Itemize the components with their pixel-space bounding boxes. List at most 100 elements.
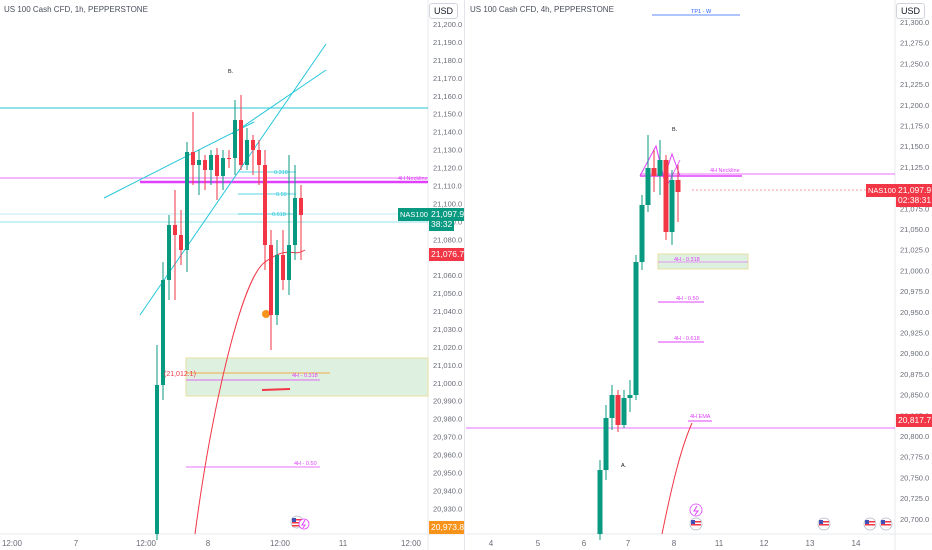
candle-body [245, 140, 249, 165]
chart-panel-4h[interactable]: US 100 Cash CFD, 4h, PEPPERSTONE USD 21,… [466, 0, 932, 550]
currency-button[interactable]: USD [896, 3, 926, 19]
price-tick-label: 21,250.0 [900, 59, 929, 68]
candle-body [161, 280, 165, 385]
candle-body [639, 205, 645, 262]
candle-body [287, 245, 291, 280]
candle-body [155, 385, 159, 534]
demand-zone [185, 357, 429, 397]
ema-price-tag: 21,076.7 [429, 248, 465, 261]
candle-body [621, 398, 627, 425]
lightning-icon[interactable] [298, 518, 310, 530]
price-tick-label: 20,750.0 [900, 473, 929, 482]
label-fib-half: 4H - 0.50 [294, 461, 317, 467]
flag-us-icon[interactable] [863, 517, 877, 531]
price-tick-label: 21,150.0 [900, 142, 929, 151]
price-tick-label: 21,150.0 [433, 110, 462, 119]
candle-body [167, 225, 171, 280]
label-fib-50: 0.50 [276, 192, 287, 198]
price-tick-label: 21,020.0 [433, 343, 462, 352]
price-tick-label: 21,130.0 [433, 146, 462, 155]
ema-curve [661, 422, 693, 535]
lightning-icon[interactable] [689, 503, 703, 517]
price-axis: 21,300.0 21,275.0 21,250.0 21,225.0 21,200.0… [900, 18, 929, 524]
label-b: B. [672, 127, 678, 133]
flag-us-icon[interactable] [879, 517, 893, 531]
label-b: B. [228, 69, 234, 75]
price-tick-label: 21,300.0 [900, 18, 929, 27]
candle-body [293, 198, 297, 245]
price-tick-label: 21,175.0 [900, 122, 929, 131]
price-tick-label: 20,980.0 [433, 415, 462, 424]
price-tick-label: 20,940.0 [433, 486, 462, 495]
candle-body [215, 155, 219, 176]
time-axis: 12:00 7 12:00 8 12:00 11 12:00 [2, 539, 422, 548]
price-tick-label: 20,875.0 [900, 370, 929, 379]
chart-panel-1h[interactable]: US 100 Cash CFD, 1h, PEPPERSTONE USD 21,… [0, 0, 465, 550]
last-price-tag: 21,097.9 [429, 208, 465, 221]
price-tick-label: 20,700.0 [900, 515, 929, 524]
price-tick-label: 20,900.0 [900, 349, 929, 358]
candle-body [197, 160, 201, 165]
symbol-title: US 100 Cash CFD, 4h, PEPPERSTONE [470, 5, 614, 14]
symbol-title: US 100 Cash CFD, 1h, PEPPERSTONE [4, 5, 148, 14]
price-tick-label: 21,025.0 [900, 246, 929, 255]
label-tp: TP1 - W [691, 9, 712, 15]
price-tick-label: 21,100.0 [433, 199, 462, 208]
countdown-tag: 38:32 [429, 218, 455, 231]
label-neckline: 4H Neckline [398, 176, 428, 182]
price-tick-label: 21,200.0 [900, 101, 929, 110]
candle-body [227, 158, 231, 159]
time-axis: 4 5 6 7 8 11 12 13 14 [489, 539, 861, 548]
chart-canvas-4h[interactable]: 21,300.0 21,275.0 21,250.0 21,225.0 21,200.0… [466, 0, 932, 550]
time-tick-label: 12:00 [136, 539, 157, 548]
time-tick-label: 6 [582, 539, 587, 548]
label-fib-318: 0.318 [274, 170, 288, 176]
time-tick-label: 12 [760, 539, 769, 548]
flag-us-icon[interactable] [817, 517, 831, 531]
candles-1h [155, 95, 303, 540]
price-tick-label: 21,120.0 [433, 164, 462, 173]
price-tick-label: 21,160.0 [433, 92, 462, 101]
label-fib-50: 4H - 0.50 [676, 296, 699, 302]
chart-canvas-1h[interactable]: 21,200.0 21,190.0 21,180.0 21,170.0 21,160.0… [0, 0, 464, 550]
price-tick-label: 21,125.0 [900, 163, 929, 172]
price-tick-label: 21,050.0 [900, 225, 929, 234]
candle-body [203, 160, 207, 170]
flag-us-icon[interactable] [689, 517, 703, 531]
candle-body [209, 155, 213, 170]
candle-body [645, 168, 651, 205]
candle-body [251, 140, 255, 150]
price-tick-label: 21,140.0 [433, 128, 462, 137]
candle-body [173, 225, 177, 235]
countdown-tag: 02:38:31 [896, 194, 932, 207]
price-tick-label: 21,190.0 [433, 38, 462, 47]
label-zone-fib: 4H - 0.318 [292, 373, 318, 379]
candle-body [239, 120, 243, 165]
candle-body [179, 235, 183, 250]
price-axis: 21,200.0 21,190.0 21,180.0 21,170.0 21,160.0… [433, 20, 462, 513]
time-tick-label: 7 [626, 539, 631, 548]
price-tick-label: 20,950.0 [433, 469, 462, 478]
candle-body [651, 168, 657, 176]
candle-body [615, 395, 621, 425]
candle-body [597, 470, 603, 534]
time-tick-label: 11 [339, 539, 348, 548]
time-tick-label: 12:00 [401, 539, 422, 548]
time-tick-label: 8 [206, 539, 211, 548]
candle-body [191, 152, 195, 165]
candle-body [299, 198, 303, 215]
label-fib-318: 4H - 0.318 [674, 257, 700, 263]
price-tick-label: 21,040.0 [433, 307, 462, 316]
marker-stroke [261, 388, 291, 391]
candles-4h [597, 135, 681, 540]
time-tick-label: 8 [672, 539, 677, 548]
currency-button[interactable]: USD [429, 3, 459, 19]
candle-body [269, 245, 273, 315]
time-tick-label: 13 [806, 539, 815, 548]
time-tick-label: 12:00 [270, 539, 291, 548]
candle-body [663, 160, 669, 232]
price-tick-label: 21,275.0 [900, 39, 929, 48]
price-tick-label: 20,975.0 [900, 287, 929, 296]
price-tick-label: 20,775.0 [900, 453, 929, 462]
label-neckline: 4H Neckline [710, 168, 740, 174]
